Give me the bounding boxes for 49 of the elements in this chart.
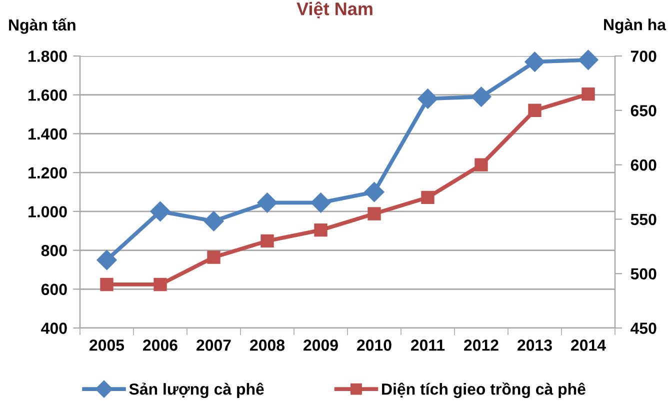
x-tick-label: 2013 — [518, 340, 552, 351]
point — [368, 207, 381, 220]
point — [528, 104, 542, 117]
point — [421, 190, 434, 204]
y-tick-label: 1.600 — [28, 89, 67, 101]
y2-tick-label: 450 — [630, 322, 656, 334]
y2-tick-label: 550 — [630, 214, 656, 226]
x-tick-label: 2011 — [410, 340, 445, 351]
x-tick-label: 2008 — [250, 340, 285, 351]
y2-tick-label: 700 — [630, 50, 656, 62]
y2-tick-label: 600 — [630, 159, 656, 171]
point — [310, 192, 331, 213]
y-tick-label: 800 — [41, 244, 67, 256]
x-tick-label: 2010 — [357, 340, 392, 351]
x-tick-label: 2014 — [571, 340, 606, 351]
x-tick-label: 2009 — [304, 340, 338, 351]
y-tick-label: 1.000 — [28, 206, 67, 218]
point — [578, 50, 598, 70]
y2-tick-label: 650 — [630, 105, 656, 116]
x-tick-label: 2007 — [196, 340, 231, 351]
y-tick-label: 1.200 — [28, 167, 67, 179]
y-tick-label: 600 — [41, 284, 67, 296]
point — [524, 52, 545, 72]
y-tick-label: 1.800 — [28, 50, 67, 62]
legend-label: Sản lượng cà phê — [129, 382, 264, 398]
point — [96, 250, 117, 270]
x-tick-label: 2006 — [143, 340, 178, 351]
point — [582, 87, 595, 101]
chart-title: Việt Nam — [296, 2, 372, 18]
point — [314, 223, 328, 237]
point — [257, 192, 278, 213]
point — [474, 158, 488, 172]
point — [150, 201, 170, 222]
y-tick-label: 1.400 — [28, 128, 67, 140]
y-tick-label: 400 — [41, 322, 67, 334]
x-tick-label: 2012 — [464, 340, 498, 351]
point — [260, 234, 274, 248]
point — [154, 278, 167, 292]
point — [471, 86, 492, 107]
y2-axis-title: Ngàn ha — [604, 18, 666, 34]
y2-tick-label: 500 — [630, 268, 656, 280]
legend-label: Diện tích gieo trồng cà phê — [382, 382, 586, 398]
point — [364, 182, 384, 202]
x-tick-label: 2005 — [90, 340, 124, 351]
y-axis-title: Ngàn tấn — [9, 18, 76, 34]
point — [207, 250, 220, 264]
point — [418, 88, 438, 109]
point — [204, 211, 224, 232]
point — [100, 278, 114, 292]
